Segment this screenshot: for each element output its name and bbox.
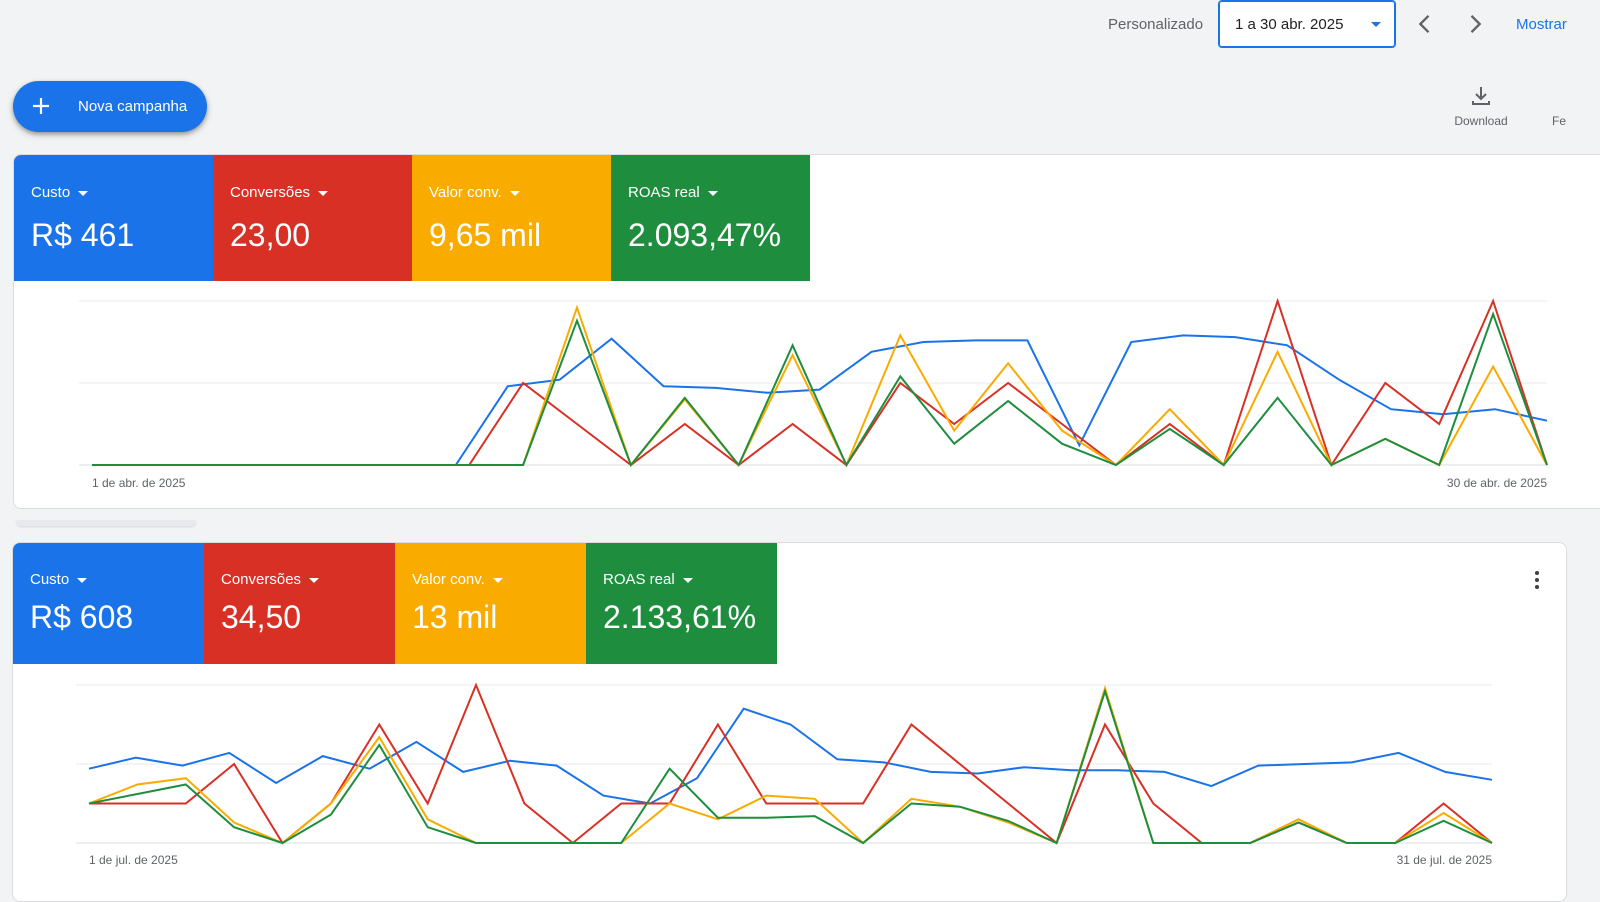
dropdown-caret-icon	[1371, 22, 1381, 27]
metric-tile-cost[interactable]: Custo R$ 461	[14, 155, 213, 281]
date-period-label: Personalizado	[1108, 16, 1204, 33]
new-campaign-label: Nova campanha	[78, 98, 188, 115]
toolbar-more-label: Fe	[1552, 114, 1567, 128]
metric-value: 2.093,47%	[628, 217, 782, 253]
metric-name: ROAS real	[628, 184, 718, 201]
caret-down-icon	[509, 190, 520, 196]
caret-down-icon	[78, 190, 89, 196]
series-line-valor-conv-	[92, 304, 1548, 468]
caret-down-icon	[492, 577, 503, 583]
metric-name-text: Custo	[30, 571, 70, 588]
top-bar: Personalizado 1 a 30 abr. 2025 Mostrar	[0, 0, 1600, 52]
caret-down-icon	[318, 190, 329, 196]
metric-name-text: Valor conv.	[412, 571, 485, 588]
metric-value: R$ 608	[30, 599, 134, 635]
new-campaign-button[interactable]: Nova campanha	[13, 81, 207, 132]
metric-value: 23,00	[230, 217, 311, 253]
caret-down-icon	[682, 577, 693, 583]
metric-value: 34,50	[221, 599, 302, 635]
metric-tiles: Custo R$ 461 Conversões 23,00 Valor conv…	[14, 155, 810, 281]
plus-icon	[33, 98, 49, 114]
download-button[interactable]: Download	[1448, 84, 1514, 128]
metric-tile-conversions[interactable]: Conversões 23,00	[213, 155, 412, 281]
series-layer	[88, 682, 1493, 845]
metric-value: R$ 461	[31, 217, 135, 253]
series-layer	[92, 297, 1548, 468]
chevron-right-icon	[1470, 15, 1482, 33]
date-range-value: 1 a 30 abr. 2025	[1235, 16, 1344, 33]
metric-name-text: Conversões	[221, 571, 302, 588]
metric-name: Valor conv.	[412, 571, 503, 588]
more-options-icon[interactable]	[1534, 571, 1540, 591]
metric-name: Conversões	[230, 184, 329, 201]
toolbar-more-button[interactable]: Fe	[1552, 114, 1566, 128]
metric-value: 9,65 mil	[429, 217, 542, 253]
metric-name-text: Valor conv.	[429, 184, 502, 201]
metric-tile-roas[interactable]: ROAS real 2.093,47%	[611, 155, 810, 281]
caret-down-icon	[77, 577, 88, 583]
x-axis-end-label: 30 de abr. de 2025	[1447, 476, 1547, 490]
metric-name: ROAS real	[603, 571, 693, 588]
metric-value: 2.133,61%	[603, 599, 757, 635]
download-icon	[1472, 87, 1490, 105]
previous-period-button[interactable]	[1411, 10, 1439, 38]
metric-value: 13 mil	[412, 599, 498, 635]
metric-name-text: ROAS real	[603, 571, 675, 588]
metric-name-text: Custo	[31, 184, 71, 201]
date-range-select[interactable]: 1 a 30 abr. 2025	[1218, 0, 1396, 48]
performance-card-2: Custo R$ 608 Conversões 34,50 Valor conv…	[12, 542, 1567, 902]
metric-name: Valor conv.	[429, 184, 520, 201]
x-axis-end-label: 31 de jul. de 2025	[1397, 853, 1493, 867]
next-period-button[interactable]	[1461, 10, 1489, 38]
x-axis-start-label: 1 de abr. de 2025	[92, 476, 186, 490]
metric-name-text: ROAS real	[628, 184, 700, 201]
metric-tile-conversions[interactable]: Conversões 34,50	[204, 543, 395, 664]
performance-card-1: Custo R$ 461 Conversões 23,00 Valor conv…	[13, 154, 1600, 509]
line-chart-1: 1 de abr. de 2025 30 de abr. de 2025	[79, 297, 1548, 490]
metric-tile-conv-value[interactable]: Valor conv. 13 mil	[395, 543, 586, 664]
metric-name: Conversões	[221, 571, 320, 588]
series-line-custo	[88, 707, 1493, 805]
metric-tile-cost[interactable]: Custo R$ 608	[13, 543, 204, 664]
metric-tiles: Custo R$ 608 Conversões 34,50 Valor conv…	[13, 543, 777, 664]
metric-tile-roas[interactable]: ROAS real 2.133,61%	[586, 543, 777, 664]
line-chart-2: 1 de jul. de 2025 31 de jul. de 2025	[76, 682, 1493, 867]
caret-down-icon	[707, 190, 718, 196]
metric-tile-conv-value[interactable]: Valor conv. 9,65 mil	[412, 155, 611, 281]
metric-name-text: Conversões	[230, 184, 311, 201]
caret-down-icon	[309, 577, 320, 583]
metric-name: Custo	[31, 184, 89, 201]
series-line-roas-real	[88, 688, 1493, 845]
series-line-roas-real	[92, 311, 1548, 468]
metric-name: Custo	[30, 571, 88, 588]
download-label: Download	[1454, 114, 1508, 128]
show-link[interactable]: Mostrar	[1516, 16, 1567, 33]
collapsed-panel-edge	[16, 520, 196, 526]
chevron-left-icon	[1418, 15, 1430, 33]
x-axis-start-label: 1 de jul. de 2025	[89, 853, 178, 867]
